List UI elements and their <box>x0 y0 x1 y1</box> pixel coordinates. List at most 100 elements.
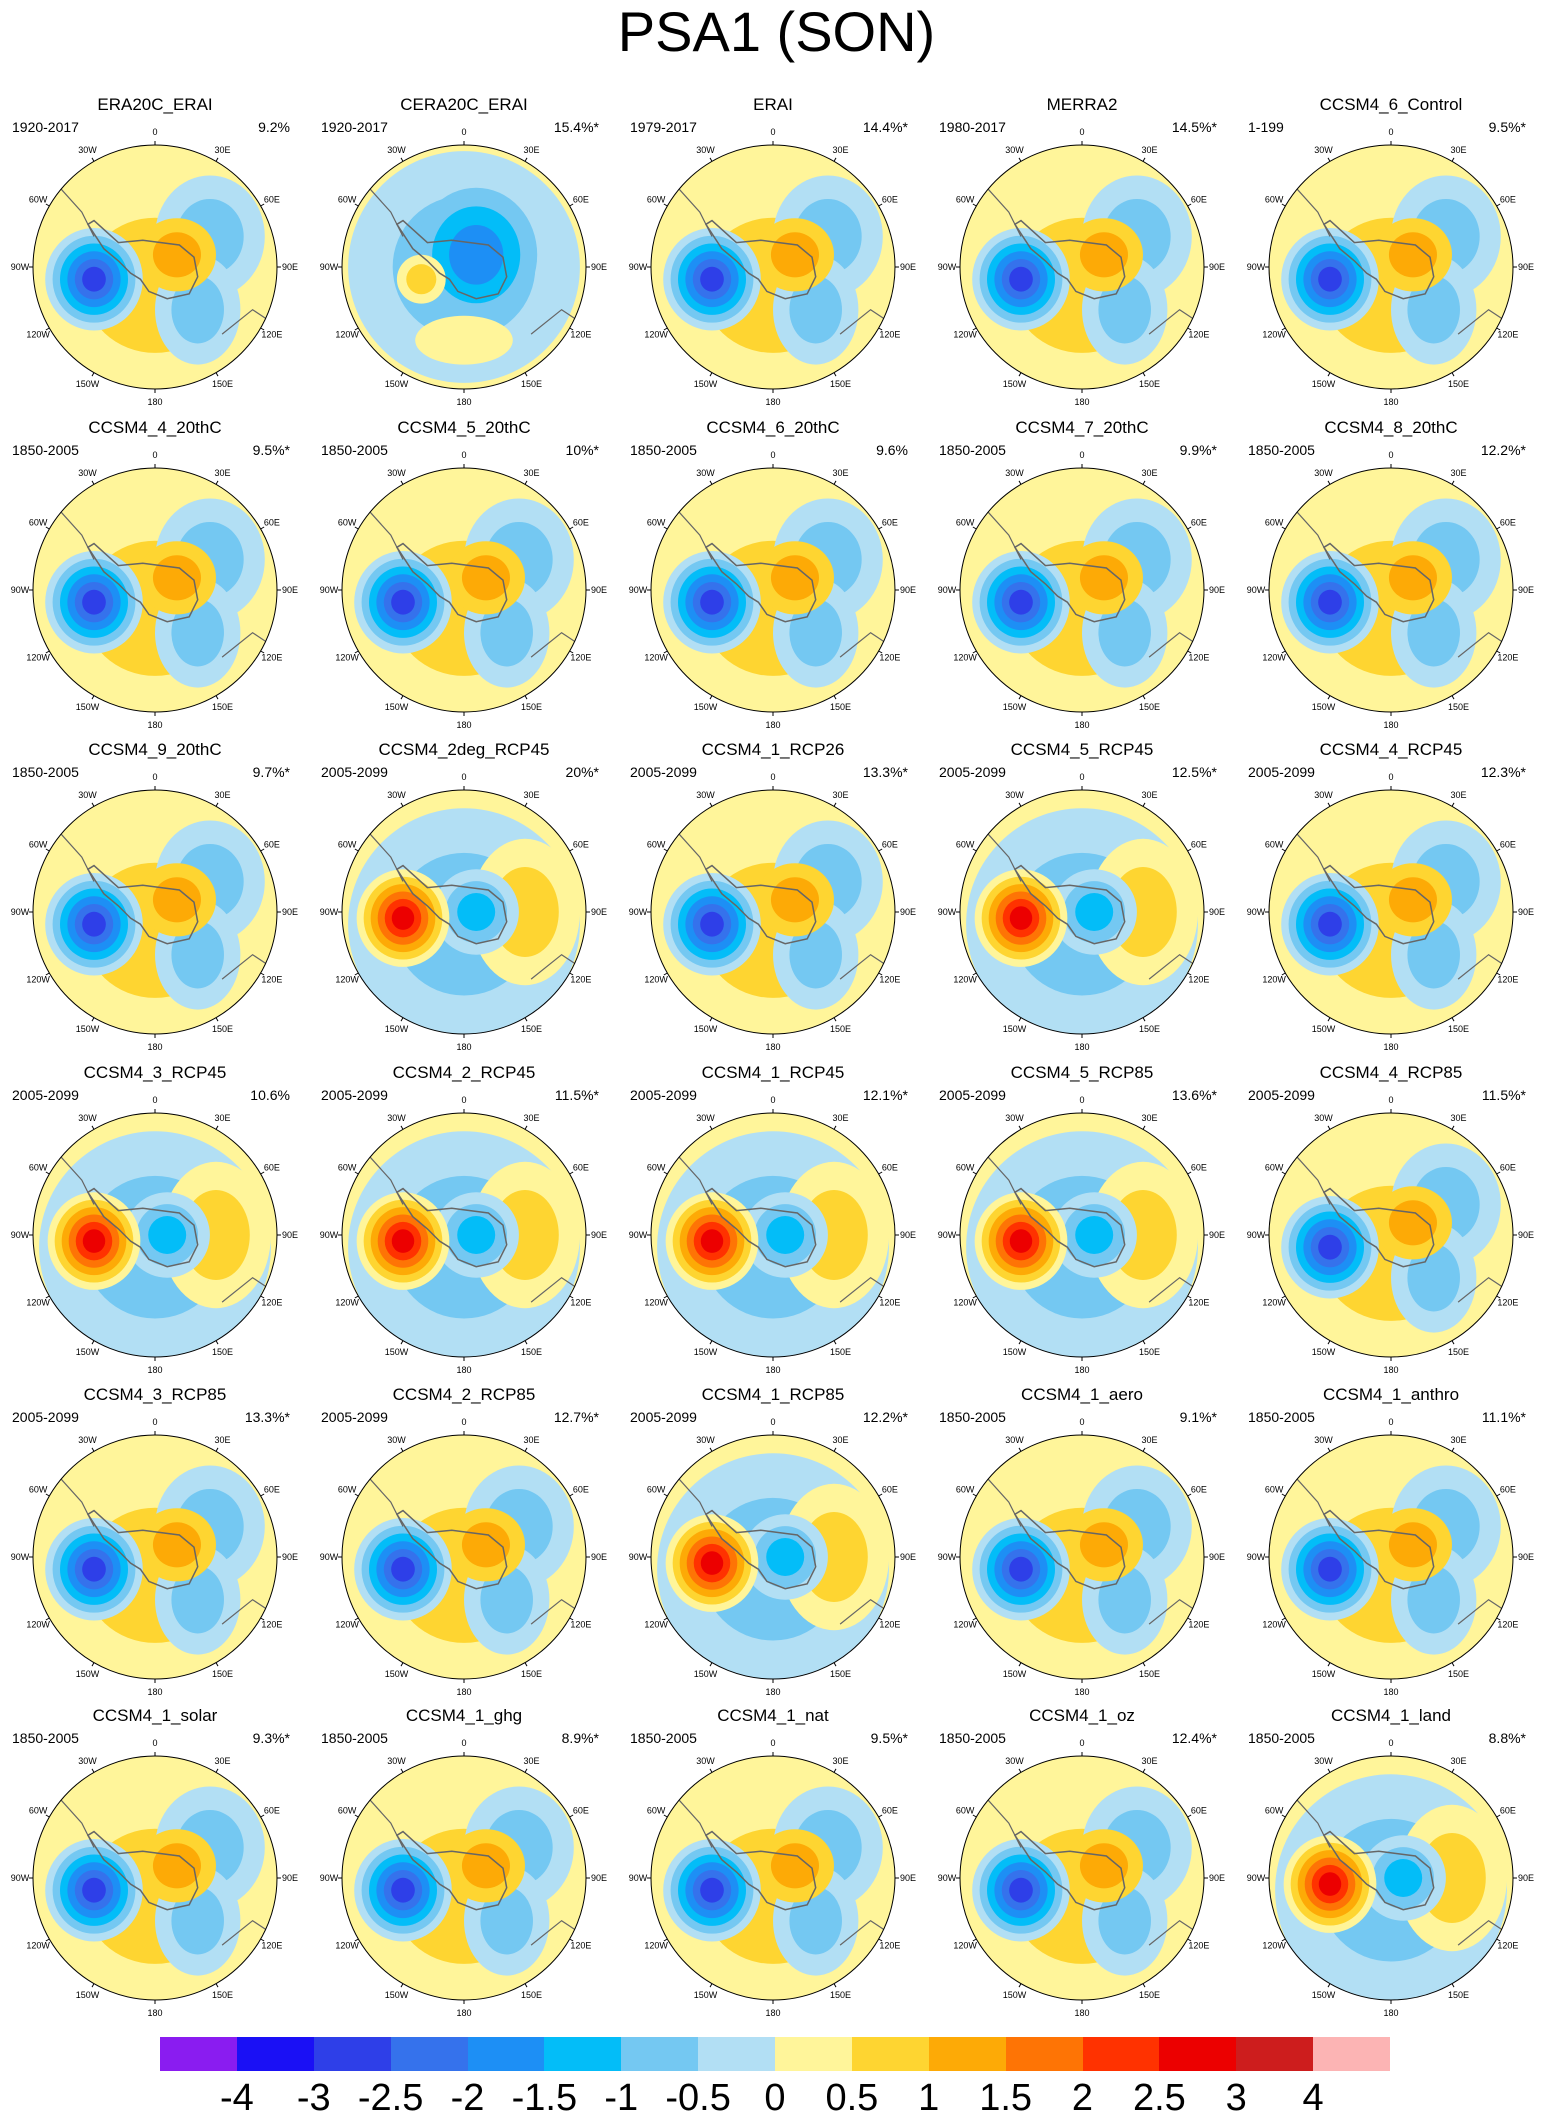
longitude-tick <box>833 695 837 700</box>
longitude-label: 90W <box>320 1873 339 1883</box>
colorbar-swatch <box>1159 2037 1237 2071</box>
panel-period: 1850-2005 <box>939 442 1006 458</box>
longitude-label: 30W <box>78 1435 97 1445</box>
antarctica-coastline <box>1013 1830 1126 1911</box>
longitude-label: 60W <box>29 1163 48 1173</box>
longitude-label: 180 <box>765 397 780 405</box>
longitude-tick <box>569 650 574 654</box>
panel-period: 2005-2099 <box>12 1409 79 1425</box>
longitude-label: 60W <box>647 1806 666 1816</box>
contour-field <box>1269 1113 1513 1357</box>
blob4-contour-5 <box>1318 589 1342 615</box>
map-panel: CCSM4_1_RCP26 2005-2099 13.3%* 0 30E 60E 90E 12… <box>618 740 928 1080</box>
longitude-tick <box>569 848 574 852</box>
longitude-label: 0 <box>1388 772 1393 782</box>
longitude-label: 60W <box>956 1163 975 1173</box>
south-america-coastline <box>368 1155 404 1205</box>
longitude-tick <box>1187 1493 1192 1497</box>
longitude-tick <box>400 1768 404 1773</box>
longitude-label: 30W <box>1005 1435 1024 1445</box>
longitude-label: 0 <box>1388 450 1393 460</box>
longitude-label: 180 <box>1074 1365 1089 1373</box>
blob2-contour-2 <box>457 893 496 931</box>
longitude-label: 60W <box>647 1163 666 1173</box>
blob2-contour-1 <box>480 1565 533 1634</box>
longitude-label: 30E <box>1141 1435 1157 1445</box>
longitude-label: 90W <box>11 585 30 595</box>
antarctica-coastline <box>1013 1509 1126 1590</box>
longitude-label: 0 <box>152 127 157 137</box>
panel-variance: 15.4%* <box>553 119 599 135</box>
longitude-tick <box>260 1814 265 1818</box>
longitude-label: 90E <box>591 1552 607 1562</box>
longitude-label: 150E <box>1139 379 1160 389</box>
antarctica-coastline <box>1013 864 1126 945</box>
longitude-label: 60E <box>1500 518 1516 528</box>
longitude-label: 60W <box>647 840 666 850</box>
longitude-label: 90W <box>320 1230 339 1240</box>
longitude-tick <box>1327 1340 1331 1345</box>
page-title: PSA1 (SON) <box>617 0 936 63</box>
longitude-label: 60E <box>1191 1163 1207 1173</box>
panel-period: 1850-2005 <box>939 1409 1006 1425</box>
australia-coastline <box>1148 1598 1199 1625</box>
longitude-label: 30E <box>1141 1756 1157 1766</box>
longitude-label: 120E <box>261 1298 282 1308</box>
longitude-tick <box>1281 1493 1286 1497</box>
longitude-label: 120W <box>644 653 668 663</box>
longitude-label: 90E <box>282 1873 298 1883</box>
blob4-contour-5 <box>391 589 415 615</box>
longitude-label: 60W <box>647 518 666 528</box>
longitude-tick <box>354 1295 359 1299</box>
longitude-tick <box>1496 1295 1501 1299</box>
longitude-label: 90E <box>900 585 916 595</box>
longitude-label: 150E <box>830 1347 851 1357</box>
panel-period: 1850-2005 <box>1248 1730 1315 1746</box>
longitude-label: 60E <box>1500 840 1516 850</box>
longitude-label: 120E <box>570 1298 591 1308</box>
longitude-label: 120E <box>261 975 282 985</box>
longitude-label: 30E <box>214 790 230 800</box>
longitude-label: 120W <box>335 1941 359 1951</box>
longitude-tick <box>260 327 265 331</box>
blob2-contour-2 <box>148 1216 187 1254</box>
longitude-tick <box>1142 157 1146 162</box>
longitude-label: 90E <box>900 262 916 272</box>
longitude-label: 60W <box>956 195 975 205</box>
longitude-tick <box>91 372 95 377</box>
longitude-label: 60E <box>264 1163 280 1173</box>
longitude-label: 150W <box>76 1990 100 2000</box>
longitude-label: 30W <box>387 1756 406 1766</box>
blob3-contour-1 <box>461 1843 510 1889</box>
map-panel: CCSM4_5_20thC 1850-2005 10%* 0 30E 60E 90E 120E… <box>309 418 619 758</box>
panel-title: CCSM4_1_land <box>1330 1706 1451 1725</box>
longitude-label: 150W <box>1312 1990 1336 2000</box>
longitude-label: 60E <box>882 195 898 205</box>
longitude-label: 0 <box>1079 127 1084 137</box>
blob3-contour-1 <box>1079 555 1128 601</box>
longitude-label: 90E <box>1209 907 1225 917</box>
longitude-label: 60W <box>338 840 357 850</box>
australia-coastline <box>1457 1276 1508 1303</box>
south-america-coastline <box>677 1798 713 1848</box>
longitude-label: 30E <box>523 468 539 478</box>
panel-title: CCSM4_8_20thC <box>1324 418 1458 437</box>
colorbar-tick-label: -4 <box>219 2077 254 2119</box>
blob2-contour-1 <box>1098 1886 1151 1955</box>
longitude-label: 60W <box>338 518 357 528</box>
panel-title: CCSM4_1_oz <box>1029 1706 1135 1725</box>
blob4-contour-5 <box>1318 1556 1342 1582</box>
longitude-tick <box>45 650 50 654</box>
longitude-tick <box>569 526 574 530</box>
longitude-label: 120W <box>953 975 977 985</box>
longitude-tick <box>354 327 359 331</box>
longitude-label: 60W <box>1265 840 1284 850</box>
longitude-label: 60E <box>573 195 589 205</box>
panel-variance: 12.7%* <box>553 1409 599 1425</box>
longitude-tick <box>569 1938 574 1942</box>
longitude-label: 150E <box>830 1669 851 1679</box>
panel-period: 2005-2099 <box>321 764 388 780</box>
longitude-tick <box>354 1617 359 1621</box>
longitude-label: 30W <box>1005 1756 1024 1766</box>
longitude-tick <box>215 157 219 162</box>
